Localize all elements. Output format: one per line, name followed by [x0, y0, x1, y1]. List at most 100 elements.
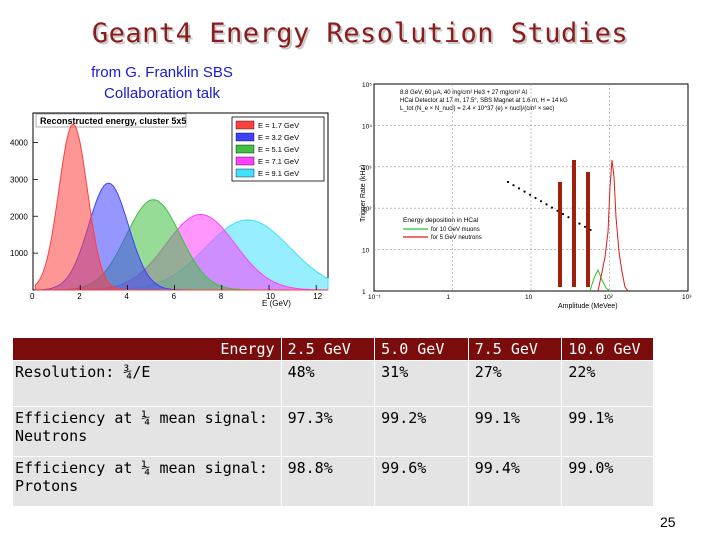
neutron-distribution [597, 159, 629, 292]
right-plot-frame [373, 83, 689, 292]
right-plot-grid [374, 84, 688, 291]
x-tick-label: 10³ [682, 294, 692, 301]
muon-distribution [589, 268, 611, 292]
right-plot-info-1: 8.8 GeV, 60 μA, 40 mg/cm² He3 + 27 mg/cm… [400, 90, 527, 96]
rate-point [545, 203, 548, 206]
left-plot-curves [34, 123, 329, 291]
header-cell: 5.0 GeV [374, 337, 469, 361]
rate-point [578, 222, 581, 225]
legend-label: E = 5.1 GeV [258, 145, 299, 154]
table-cell: 98.8% [280, 456, 376, 507]
x-tick-label: 8 [219, 292, 224, 301]
table-cell: 27% [467, 360, 563, 407]
rate-point [583, 225, 587, 228]
left-plot-title-box [35, 113, 187, 128]
resolution-table: Energy 2.5 GeV 5.0 GeV 7.5 GeV 10.0 GeV … [12, 337, 654, 507]
rate-point [539, 200, 543, 203]
table-cell: 99.6% [374, 456, 469, 507]
table-cell: 48% [280, 360, 376, 407]
credit-line-1: from G. Franklin SBS [91, 64, 233, 81]
credit-text: from G. Franklin SBS Collaboration talk [62, 62, 262, 104]
x-tick-label: 12 [313, 292, 322, 301]
y-tick-label: 2000 [10, 212, 28, 221]
legend-label: E = 9.1 GeV [258, 169, 299, 178]
table-cell: 99.0% [561, 456, 654, 507]
x-tick-label: 2 [77, 292, 82, 301]
y-tick-label: 1 [362, 289, 366, 296]
x-tick-label: 10 [525, 294, 533, 301]
y-tick-label: 10³ [362, 165, 372, 172]
y-tick-label: 1000 [10, 249, 28, 258]
header-cell: 2.5 GeV [280, 337, 376, 361]
rate-point [567, 216, 570, 219]
table-cell: 99.1% [561, 406, 654, 457]
histogram-bar [586, 172, 590, 287]
table-cell: 99.1% [467, 406, 563, 457]
x-tick-label: 10² [604, 294, 614, 301]
rate-point [506, 180, 510, 184]
table-row: Efficiency at ¼ mean signal: Protons 98.… [12, 456, 654, 507]
legend-swatch [235, 132, 255, 142]
header-cell: 10.0 GeV [561, 337, 654, 361]
legend-swatch [235, 168, 255, 178]
right-legend-neutrons: for 5 GeV neutrons [431, 235, 482, 241]
histogram-bar [572, 160, 576, 287]
y-tick-label: 10² [362, 206, 372, 213]
header-cell: 7.5 GeV [467, 337, 563, 361]
table-cell: 99.4% [467, 456, 563, 507]
legend-label: E = 3.2 GeV [258, 133, 299, 142]
left-plot-axes: 0 2 4 6 8 10 12 1000 2000 3000 4000 [10, 139, 323, 302]
header-label: Energy [12, 337, 282, 361]
row-label: Efficiency at ¼ mean signal: Protons [12, 456, 282, 507]
rate-point [512, 184, 515, 187]
table-cell: 22% [561, 360, 654, 407]
y-tick-label: 10⁵ [362, 82, 372, 89]
table-cell: 99.2% [374, 406, 469, 457]
right-legend-muons: for 10 GeV muons [431, 227, 480, 233]
right-plot-xlabel: Amplitude (MeVee) [558, 303, 618, 310]
y-tick-label: 10 [362, 248, 370, 255]
right-legend-title: Energy deposition in HCal [403, 217, 479, 224]
right-plot-info-3: L_tot (N_e × N_nucl) = 2.4 × 10^37 (e) ×… [400, 106, 554, 112]
page-number: 25 [660, 514, 676, 530]
legend-swatch [235, 144, 255, 154]
x-tick-label: 1 [447, 294, 451, 301]
credit-line-2: Collaboration talk [104, 85, 220, 102]
y-tick-label: 10⁴ [362, 123, 372, 130]
rate-point [523, 190, 526, 193]
x-tick-label: 0 [30, 292, 35, 301]
left-plot-title: Reconstructed energy, cluster 5x5 [40, 116, 186, 126]
trigger-rate-plot: 8.8 GeV, 60 μA, 40 mg/cm² He3 + 27 mg/cm… [360, 82, 692, 310]
table-cell: 97.3% [280, 406, 376, 457]
right-plot-marks [506, 159, 629, 292]
rate-point [550, 206, 554, 209]
rate-point [528, 193, 532, 196]
x-tick-label: 10 [266, 292, 275, 301]
table-row: Efficiency at ¼ mean signal: Neutrons 97… [12, 406, 654, 457]
slide-title: Geant4 Energy Resolution Studies [91, 18, 629, 49]
histogram-curve [34, 123, 328, 291]
legend-label: E = 7.1 GeV [258, 157, 299, 166]
energy-histogram-plot: Reconstructed energy, cluster 5x5 0 2 4 6 8 1… [10, 112, 329, 308]
table-row: Resolution: ¾/E 48% 31% 27% 22% [12, 360, 654, 407]
table-cell: 31% [374, 360, 469, 407]
table-header-row: Energy 2.5 GeV 5.0 GeV 7.5 GeV 10.0 GeV [12, 337, 654, 361]
left-plot-legend: E = 1.7 GeV E = 3.2 GeV E = 5.1 GeV E = 7.1… [231, 116, 325, 182]
y-tick-label: 4000 [10, 139, 28, 148]
x-tick-label: 4 [124, 292, 129, 301]
rate-point [534, 196, 537, 200]
row-label: Efficiency at ¼ mean signal: Neutrons [12, 406, 282, 457]
x-tick-label: 6 [172, 292, 177, 301]
y-tick-label: 3000 [10, 175, 28, 184]
row-label: Resolution: ¾/E [12, 360, 282, 407]
legend-swatch [235, 156, 255, 166]
legend-label: E = 1.7 GeV [258, 121, 299, 130]
right-plot-ylabel: Trigger Rate (kHz) [360, 165, 367, 222]
legend-swatch [235, 120, 255, 130]
rate-point [517, 187, 521, 190]
right-plot-info-2: HCal Detector at 17 m, 17.5°, SBS Magnet… [400, 98, 568, 104]
left-plot-xlabel: E (GeV) [262, 299, 291, 308]
rate-point [561, 212, 565, 216]
x-tick-label: 10⁻¹ [368, 294, 382, 301]
